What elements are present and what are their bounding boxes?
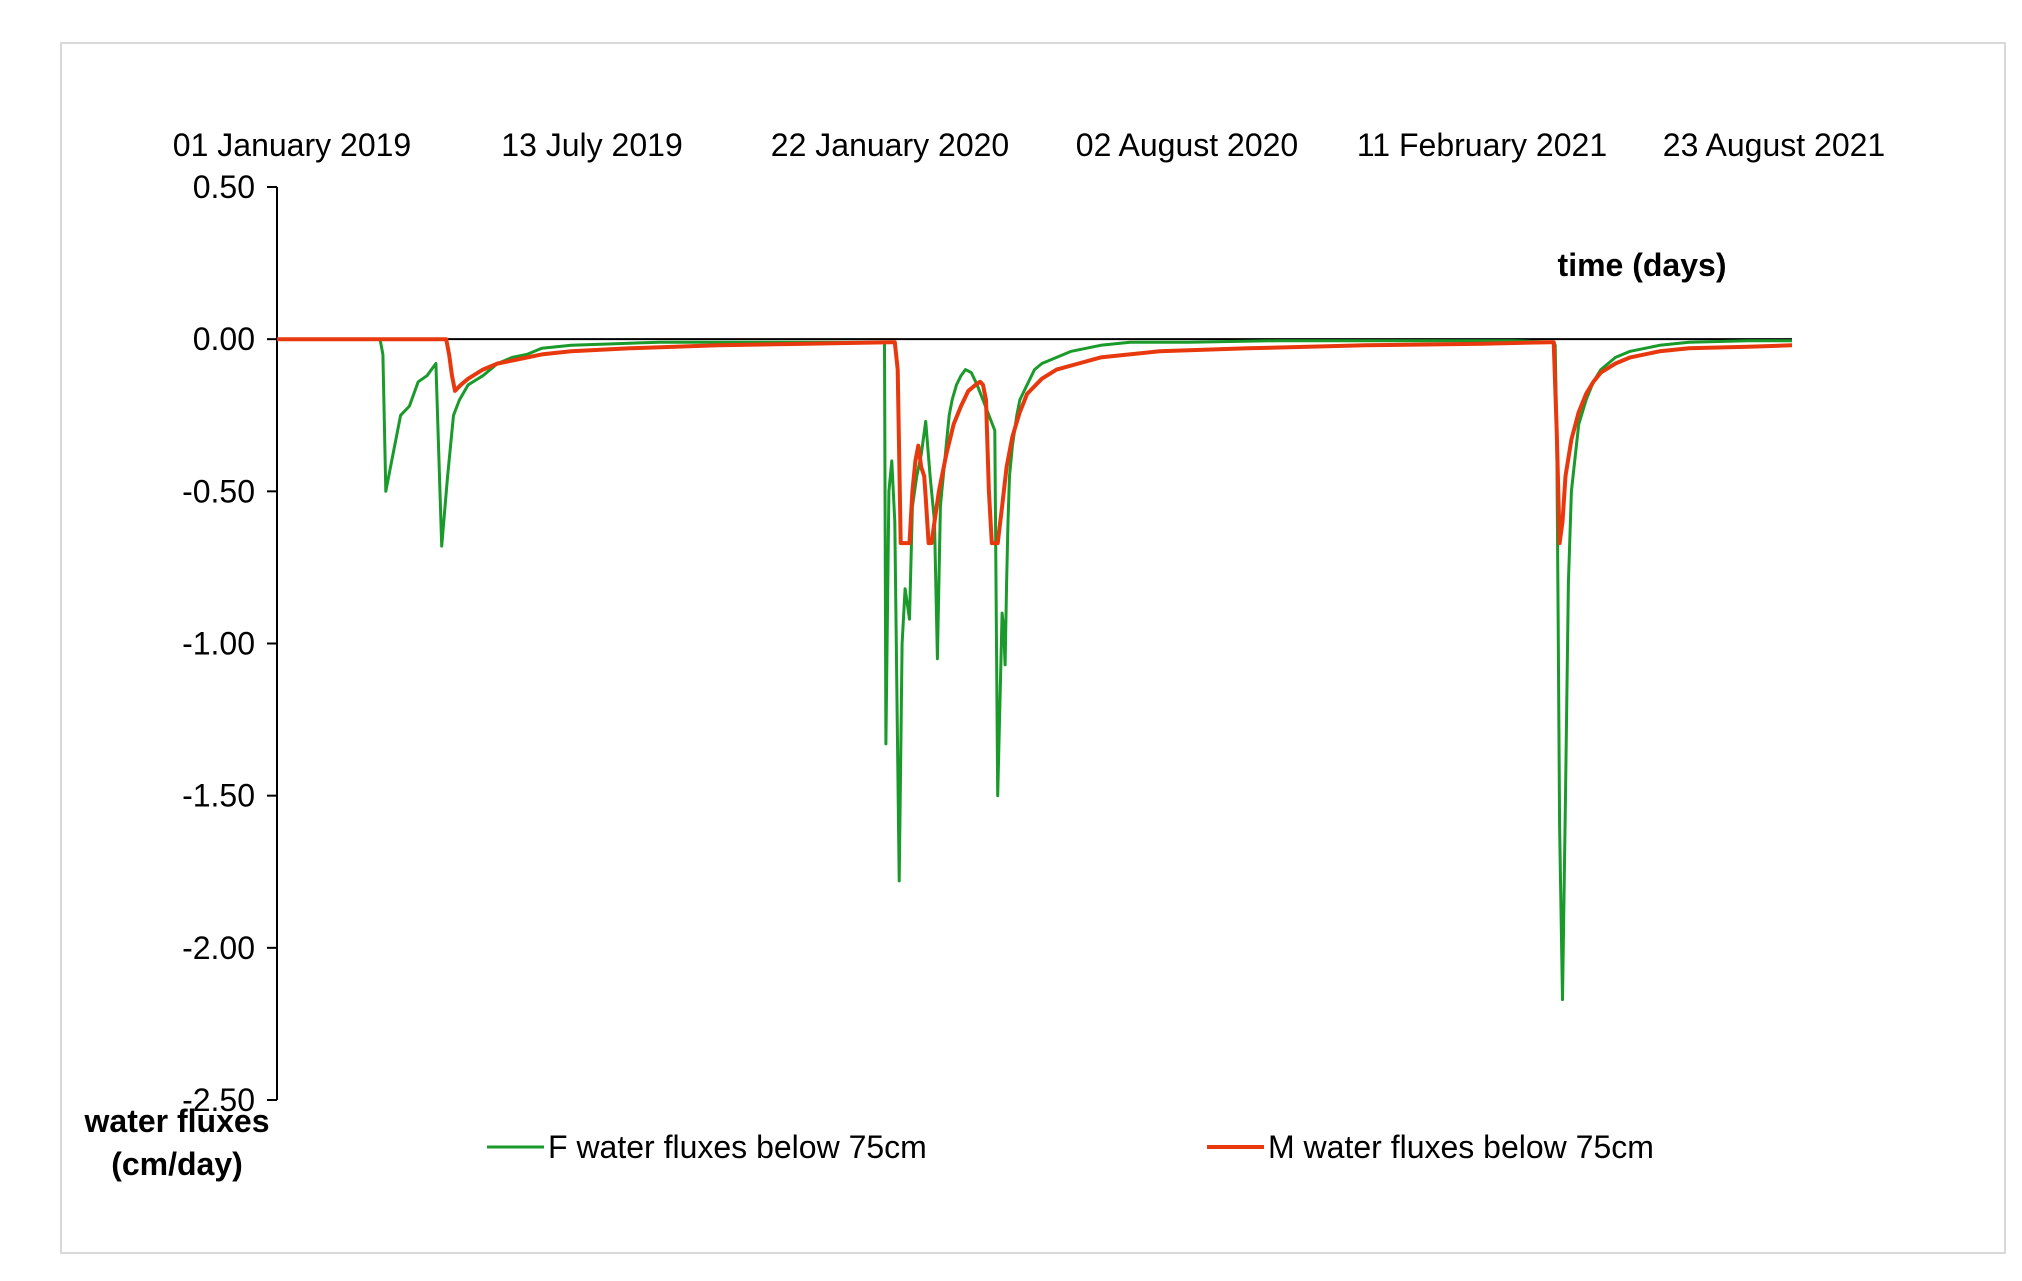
legend-label-m: M water fluxes below 75cm <box>1268 1129 1654 1165</box>
x-tick-label: 01 January 2019 <box>173 127 411 163</box>
y-tick-label: 0.50 <box>193 169 255 205</box>
y-tick-label: -1.50 <box>182 778 255 814</box>
y-tick-label: -0.50 <box>182 473 255 509</box>
y-tick-label: 0.00 <box>193 321 255 357</box>
chart-frame: 01 January 2019 13 July 2019 22 January 20… <box>60 42 2006 1254</box>
y-tick-label: -1.00 <box>182 626 255 662</box>
series-lines <box>277 337 1793 1002</box>
x-tick-label: 22 January 2020 <box>771 127 1009 163</box>
y-axis-title-line-1: water fluxes <box>84 1103 270 1139</box>
x-tick-labels: 01 January 2019 13 July 2019 22 January 20… <box>173 127 1885 163</box>
x-tick-label: 11 February 2021 <box>1357 127 1607 163</box>
series-line-m <box>277 337 1793 546</box>
legend-label-f: F water fluxes below 75cm <box>548 1129 927 1165</box>
x-tick-label: 13 July 2019 <box>501 127 682 163</box>
x-tick-label: 02 August 2020 <box>1076 127 1298 163</box>
legend: F water fluxes below 75cm M water fluxes… <box>487 1129 1654 1165</box>
y-axis-title-line-2: (cm/day) <box>111 1146 243 1182</box>
y-ticks: 0.50 0.00 -0.50 -1.00 -1.50 -2.00 -2.50 <box>182 169 277 1118</box>
y-tick-label: -2.50 <box>182 1082 255 1118</box>
x-axis-title: time (days) <box>1558 247 1727 283</box>
x-tick-label: 23 August 2021 <box>1663 127 1885 163</box>
chart-svg: 01 January 2019 13 July 2019 22 January 20… <box>84 127 1886 1182</box>
series-line-f <box>277 337 1792 1002</box>
y-tick-label: -2.00 <box>182 930 255 966</box>
